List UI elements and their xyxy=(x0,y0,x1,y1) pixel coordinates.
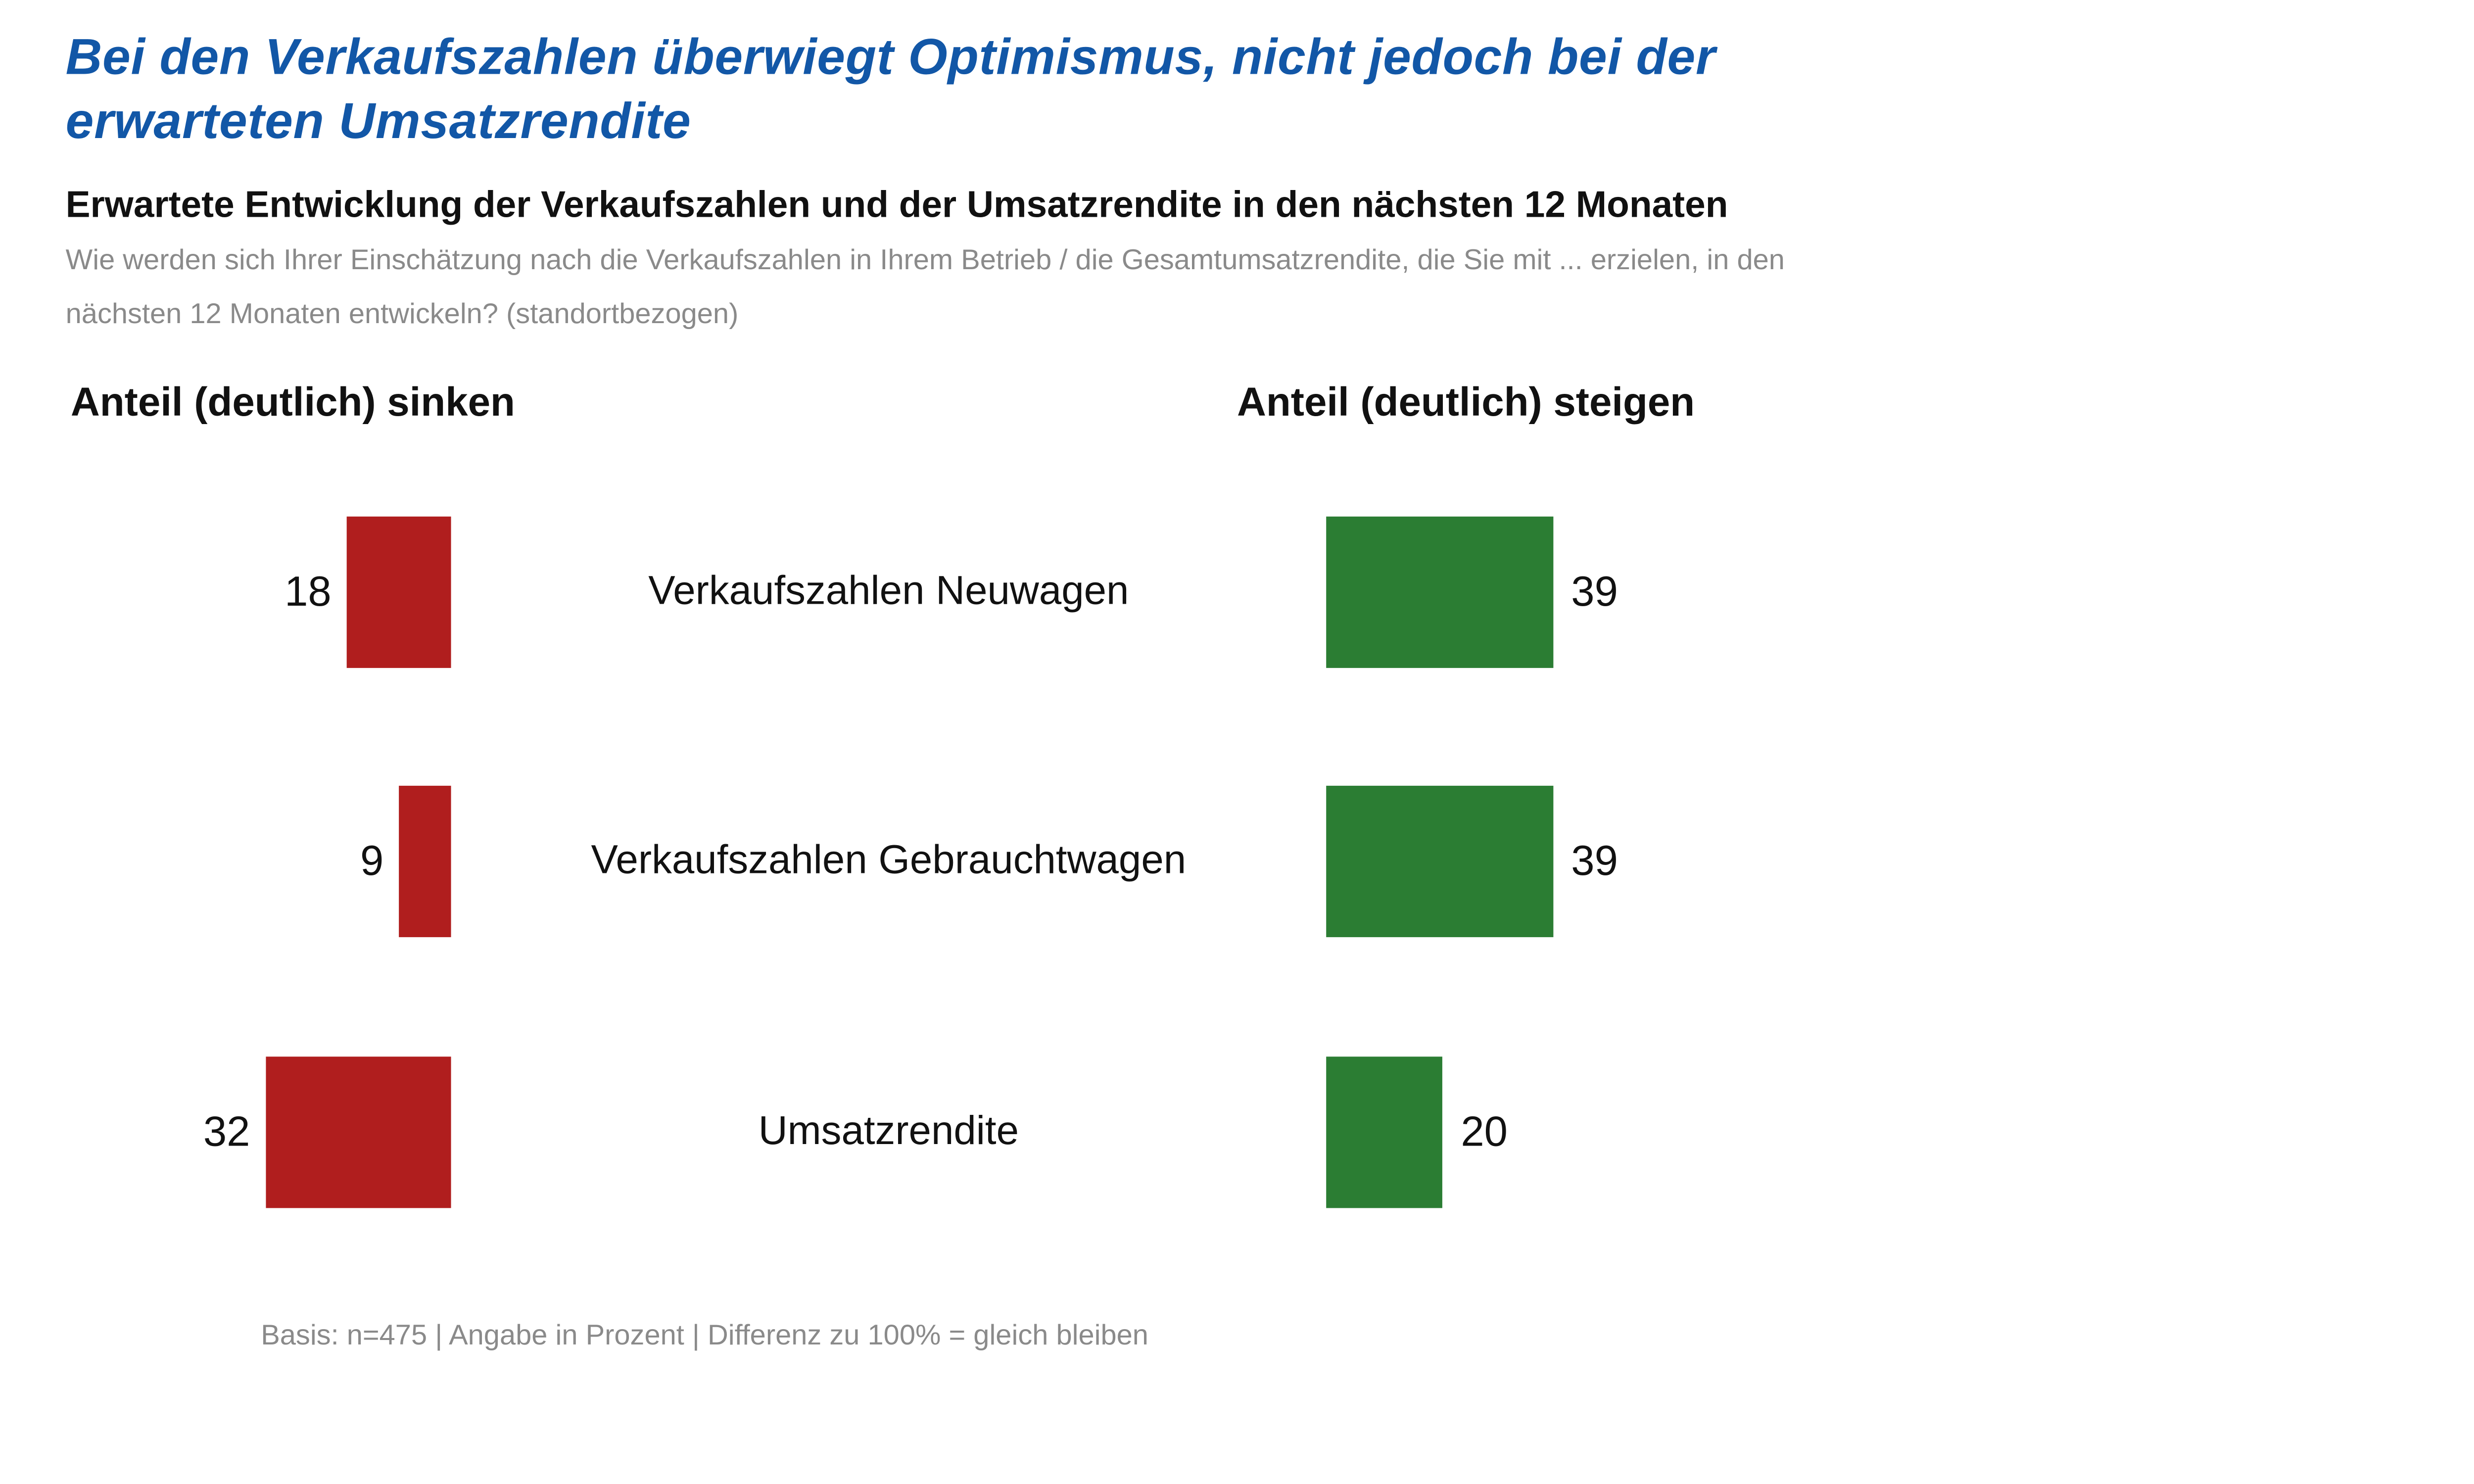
decrease-bar xyxy=(398,785,451,937)
increase-cell: 39 xyxy=(1326,516,2474,668)
increase-value-label: 39 xyxy=(1571,568,1618,615)
survey-question-line1: Wie werden sich Ihrer Einschätzung nach … xyxy=(65,244,1785,276)
chart-row-umsatzrendite: 32 Umsatzrendite 20 xyxy=(0,1056,2474,1208)
decrease-cell: 18 xyxy=(0,516,451,668)
decrease-value-label: 32 xyxy=(203,1108,250,1155)
category-label: Verkaufszahlen Gebrauchtwagen xyxy=(591,838,1187,884)
basis-footnote: Basis: n=475 | Angabe in Prozent | Diffe… xyxy=(261,1319,1148,1351)
increase-bar xyxy=(1326,516,1553,668)
category-label: Umsatzrendite xyxy=(758,1108,1019,1154)
increase-cell: 20 xyxy=(1326,1056,2474,1208)
increase-bar xyxy=(1326,785,1553,937)
column-header-decrease: Anteil (deutlich) sinken xyxy=(70,380,515,426)
increase-value-label: 39 xyxy=(1571,837,1618,884)
increase-value-label: 20 xyxy=(1461,1108,1508,1155)
decrease-value-label: 9 xyxy=(360,837,384,884)
decrease-value-label: 18 xyxy=(285,568,332,615)
decrease-cell: 32 xyxy=(0,1056,451,1208)
page-title-line2: erwarteten Umsatzrendite xyxy=(65,94,691,150)
survey-question-line2: nächsten 12 Monaten entwickeln? (standor… xyxy=(65,297,739,330)
decrease-cell: 9 xyxy=(0,785,451,937)
chart-row-neuwagen: 18 Verkaufszahlen Neuwagen 39 xyxy=(0,516,2474,668)
column-header-increase: Anteil (deutlich) steigen xyxy=(1237,380,1695,426)
decrease-bar xyxy=(346,516,451,668)
increase-bar xyxy=(1326,1056,1442,1208)
category-label: Verkaufszahlen Neuwagen xyxy=(648,569,1129,615)
page-title: Bei den Verkaufszahlen überwiegt Optimis… xyxy=(66,27,1716,154)
chart-row-gebrauchtwagen: 9 Verkaufszahlen Gebrauchtwagen 39 xyxy=(0,785,2474,937)
decrease-bar xyxy=(265,1056,451,1208)
page-title-line1: Bei den Verkaufszahlen überwiegt Optimis… xyxy=(65,30,1716,86)
survey-question: Wie werden sich Ihrer Einschätzung nach … xyxy=(66,234,1785,342)
chart-subtitle: Erwartete Entwicklung der Verkaufszahlen… xyxy=(65,183,1728,226)
increase-cell: 39 xyxy=(1326,785,2474,937)
